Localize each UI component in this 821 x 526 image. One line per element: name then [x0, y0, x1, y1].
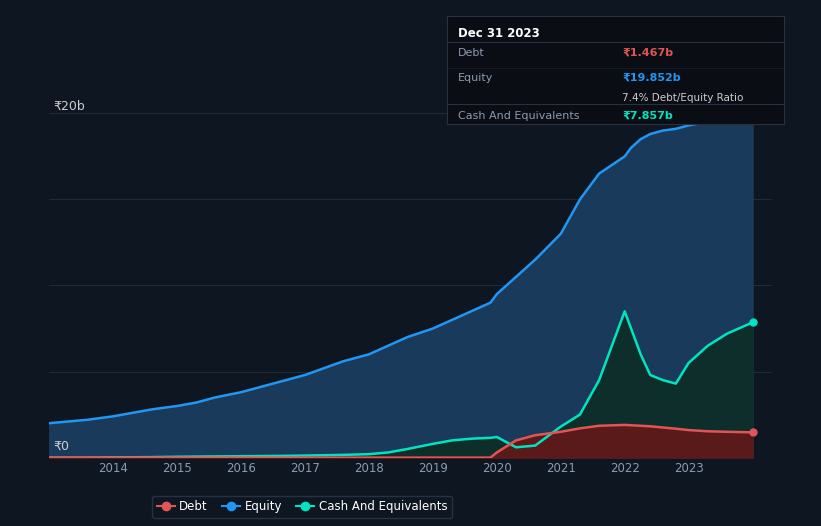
Text: ₹1.467b: ₹1.467b [622, 48, 673, 58]
Text: Cash And Equivalents: Cash And Equivalents [457, 110, 579, 120]
Text: ₹19.852b: ₹19.852b [622, 73, 681, 83]
Text: Dec 31 2023: Dec 31 2023 [457, 27, 539, 39]
Text: ₹0: ₹0 [53, 439, 69, 452]
Text: Equity: Equity [457, 73, 493, 83]
Text: ₹7.857b: ₹7.857b [622, 110, 673, 120]
Legend: Debt, Equity, Cash And Equivalents: Debt, Equity, Cash And Equivalents [152, 495, 452, 518]
Text: ₹20b: ₹20b [53, 100, 85, 113]
Text: 7.4% Debt/Equity Ratio: 7.4% Debt/Equity Ratio [622, 94, 744, 104]
Text: Debt: Debt [457, 48, 484, 58]
